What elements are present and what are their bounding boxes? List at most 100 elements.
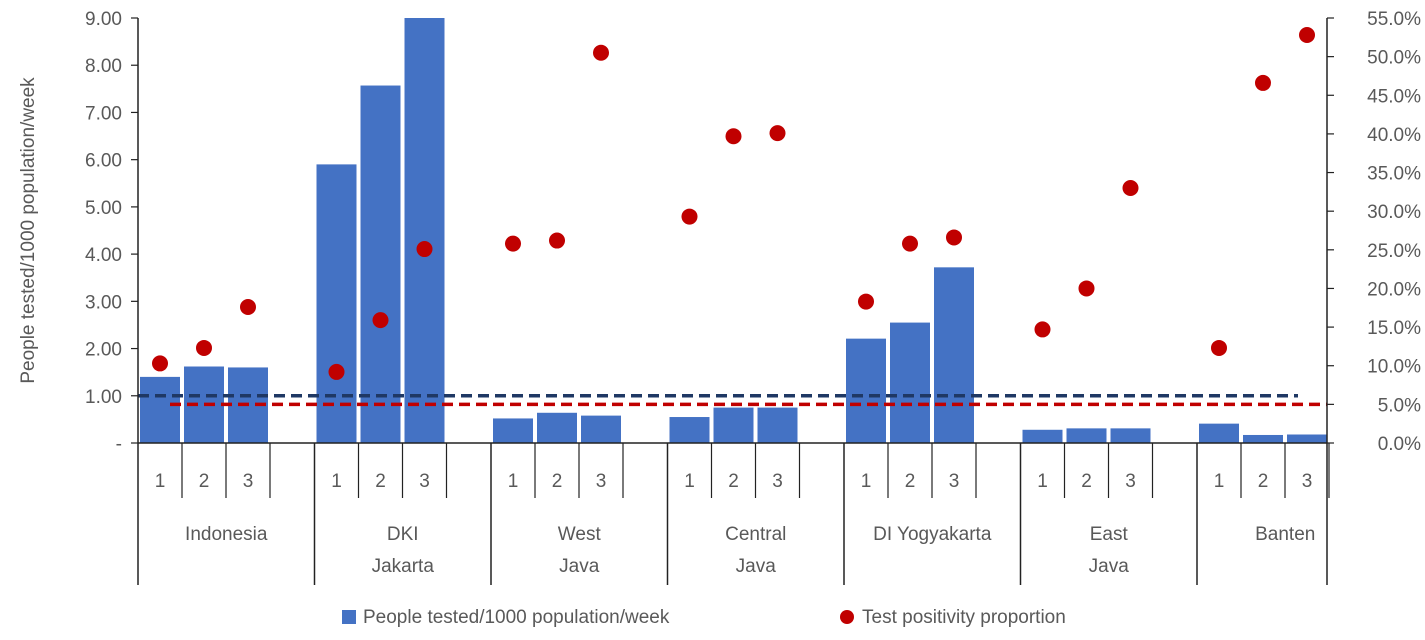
left-tick-label: 7.00 [85,103,122,124]
bar-di-yogyakarta-2 [890,322,930,443]
period-label: 3 [1302,471,1313,492]
dot-central-java-1 [681,208,698,225]
period-label: 1 [861,471,872,492]
legend-dot-swatch [840,610,854,624]
left-tick-label: 1.00 [85,387,122,408]
bar-banten-1 [1199,423,1239,443]
dot-east-java-3 [1122,180,1139,196]
right-tick-label: 35.0% [1367,164,1421,185]
left-tick-label: 4.00 [85,245,122,266]
dot-dki-jakarta-2 [372,312,389,329]
period-label: 2 [375,471,386,492]
right-tick-label: 0.0% [1378,434,1421,455]
period-label: 3 [243,471,254,492]
group-label: DKI [387,524,419,545]
dot-central-java-3 [769,125,786,142]
group-label: Banten [1255,524,1315,545]
group-label: Indonesia [185,524,268,545]
bar-west-java-1 [493,418,533,443]
period-label: 2 [1081,471,1092,492]
dot-east-java-1 [1034,321,1051,338]
period-label: 1 [1037,471,1048,492]
period-label: 2 [199,471,210,492]
right-tick-label: 30.0% [1367,202,1421,223]
dot-indonesia-1 [152,355,168,372]
group-label: Java [559,556,600,577]
period-label: 1 [155,471,166,492]
period-label: 3 [419,471,430,492]
dot-west-java-3 [593,44,609,61]
left-tick-label: 9.00 [85,9,122,30]
dot-west-java-1 [505,235,521,252]
left-tick-label: - [116,434,122,455]
bar-dki-jakarta-2 [360,85,401,444]
dot-indonesia-3 [240,299,256,315]
right-tick-label: 15.0% [1367,318,1421,339]
dot-di-yogyakarta-2 [902,235,918,252]
bar-di-yogyakarta-3 [934,267,974,443]
bar-di-yogyakarta-1 [846,338,886,443]
legend-bar-swatch [342,610,356,624]
dot-central-java-2 [725,128,742,145]
bar-central-java-2 [713,407,754,443]
bar-central-java-3 [757,407,798,443]
left-tick-label: 2.00 [85,340,122,361]
left-tick-label: 3.00 [85,292,122,313]
left-axis-title: People tested/1000 population/week [18,77,39,384]
period-label: 1 [1214,471,1225,492]
period-label: 3 [1125,471,1136,492]
dot-banten-3 [1299,27,1315,43]
bar-banten-3 [1287,434,1327,443]
period-label: 2 [728,471,739,492]
dot-dki-jakarta-1 [328,363,345,380]
bar-indonesia-1 [140,376,180,443]
dot-indonesia-2 [196,339,212,356]
dot-banten-1 [1211,339,1227,356]
period-label: 1 [331,471,342,492]
left-tick-label: 5.00 [85,198,122,219]
dot-banten-2 [1255,74,1271,91]
group-label: Java [1089,556,1130,577]
group-label: DI Yogyakarta [873,524,992,545]
period-label: 2 [1258,471,1269,492]
bar-west-java-3 [581,415,621,443]
right-tick-label: 50.0% [1367,48,1421,69]
period-label: 2 [905,471,916,492]
period-label: 3 [949,471,960,492]
dot-di-yogyakarta-1 [858,293,874,310]
bar-east-java-3 [1110,428,1151,443]
period-label: 3 [772,471,783,492]
bar-east-java-1 [1022,429,1063,443]
legend-bar-label: People tested/1000 population/week [363,607,670,628]
period-label: 2 [552,471,563,492]
bar-east-java-2 [1066,428,1107,443]
left-tick-label: 6.00 [85,151,122,172]
group-label: Jakarta [372,556,435,577]
right-tick-label: 20.0% [1367,279,1421,300]
dot-east-java-2 [1078,280,1095,297]
bar-west-java-2 [537,412,577,443]
right-tick-label: 55.0% [1367,9,1421,30]
group-label: West [558,524,602,545]
dot-dki-jakarta-3 [416,241,433,258]
right-tick-label: 45.0% [1367,86,1421,107]
group-label: Java [736,556,777,577]
legend-dot-label: Test positivity proportion [862,607,1066,628]
right-tick-label: 10.0% [1367,357,1421,378]
group-label: East [1090,524,1129,545]
dot-di-yogyakarta-3 [946,229,962,246]
right-tick-label: 5.0% [1378,395,1421,416]
right-tick-label: 40.0% [1367,125,1421,146]
bar-dki-jakarta-3 [404,18,445,443]
period-label: 1 [508,471,519,492]
left-tick-label: 8.00 [85,56,122,77]
bar-banten-2 [1243,434,1283,443]
bar-central-java-1 [669,417,710,443]
bar-dki-jakarta-1 [316,164,357,443]
group-label: Central [725,524,786,545]
period-label: 1 [684,471,695,492]
right-tick-label: 25.0% [1367,241,1421,262]
dot-west-java-2 [549,232,565,249]
